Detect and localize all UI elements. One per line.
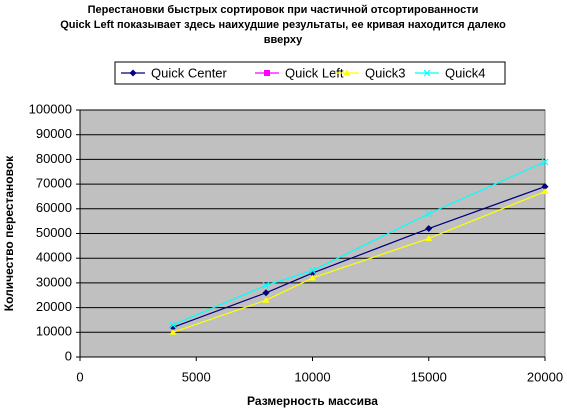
marker bbox=[425, 225, 433, 233]
y-tick-label: 50000 bbox=[36, 225, 72, 240]
marker bbox=[309, 267, 316, 274]
marker bbox=[423, 69, 431, 77]
marker bbox=[262, 296, 270, 303]
marker bbox=[169, 328, 177, 335]
y-axis-label: Количество перестановок bbox=[2, 155, 16, 311]
y-tick-label: 10000 bbox=[36, 324, 72, 339]
marker bbox=[262, 281, 270, 289]
marker bbox=[541, 183, 549, 191]
y-tick-label: 40000 bbox=[36, 250, 72, 265]
x-axis-label: Размерность массива bbox=[247, 394, 378, 408]
legend-label: Quick Left bbox=[285, 65, 344, 80]
y-tick-label: 0 bbox=[65, 348, 72, 363]
marker bbox=[541, 188, 549, 195]
x-tick-label: 15000 bbox=[411, 369, 447, 384]
marker bbox=[309, 274, 316, 281]
legend-label: Quick3 bbox=[365, 65, 405, 80]
y-tick-label: 30000 bbox=[36, 274, 72, 289]
marker bbox=[425, 234, 433, 241]
y-tick-label: 20000 bbox=[36, 299, 72, 314]
x-tick-label: 20000 bbox=[527, 369, 563, 384]
marker bbox=[169, 321, 177, 329]
x-tick-label: 10000 bbox=[294, 369, 330, 384]
x-tick-label: 0 bbox=[76, 369, 83, 384]
y-tick-label: 60000 bbox=[36, 200, 72, 215]
x-tick-label: 5000 bbox=[182, 369, 211, 384]
chart-title: Quick Left показывает здесь наихудшие ре… bbox=[60, 19, 506, 31]
marker bbox=[129, 69, 137, 77]
legend-box bbox=[114, 61, 506, 85]
legend-label: Quick4 bbox=[445, 65, 485, 80]
marker bbox=[169, 323, 177, 331]
marker bbox=[264, 70, 270, 76]
y-tick-label: 100000 bbox=[29, 101, 72, 116]
chart-title: Перестановки быстрых сортировок при част… bbox=[88, 4, 479, 16]
legend-label: Quick Center bbox=[151, 65, 228, 80]
y-tick-label: 70000 bbox=[36, 176, 72, 191]
marker bbox=[262, 289, 270, 297]
y-tick-label: 80000 bbox=[36, 151, 72, 166]
marker bbox=[343, 69, 351, 76]
marker bbox=[541, 158, 549, 166]
marker bbox=[425, 210, 433, 218]
y-tick-label: 90000 bbox=[36, 126, 72, 141]
chart-title: вверху bbox=[264, 34, 303, 46]
